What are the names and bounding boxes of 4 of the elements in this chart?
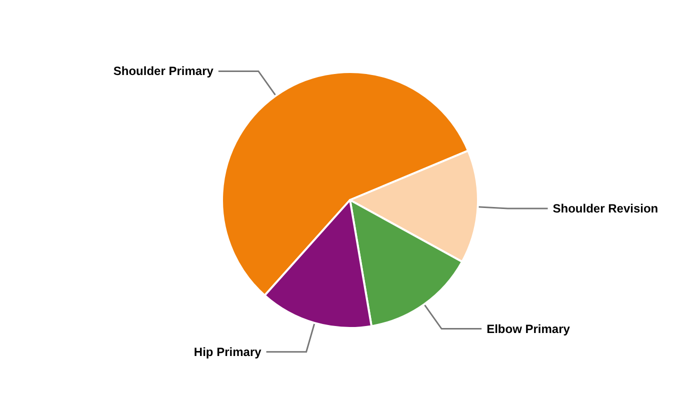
slice-label: Elbow Primary xyxy=(486,322,570,336)
slice-label: Shoulder Revision xyxy=(552,202,658,216)
slice-label: Shoulder Primary xyxy=(113,64,214,78)
slice-label: Hip Primary xyxy=(194,344,262,359)
